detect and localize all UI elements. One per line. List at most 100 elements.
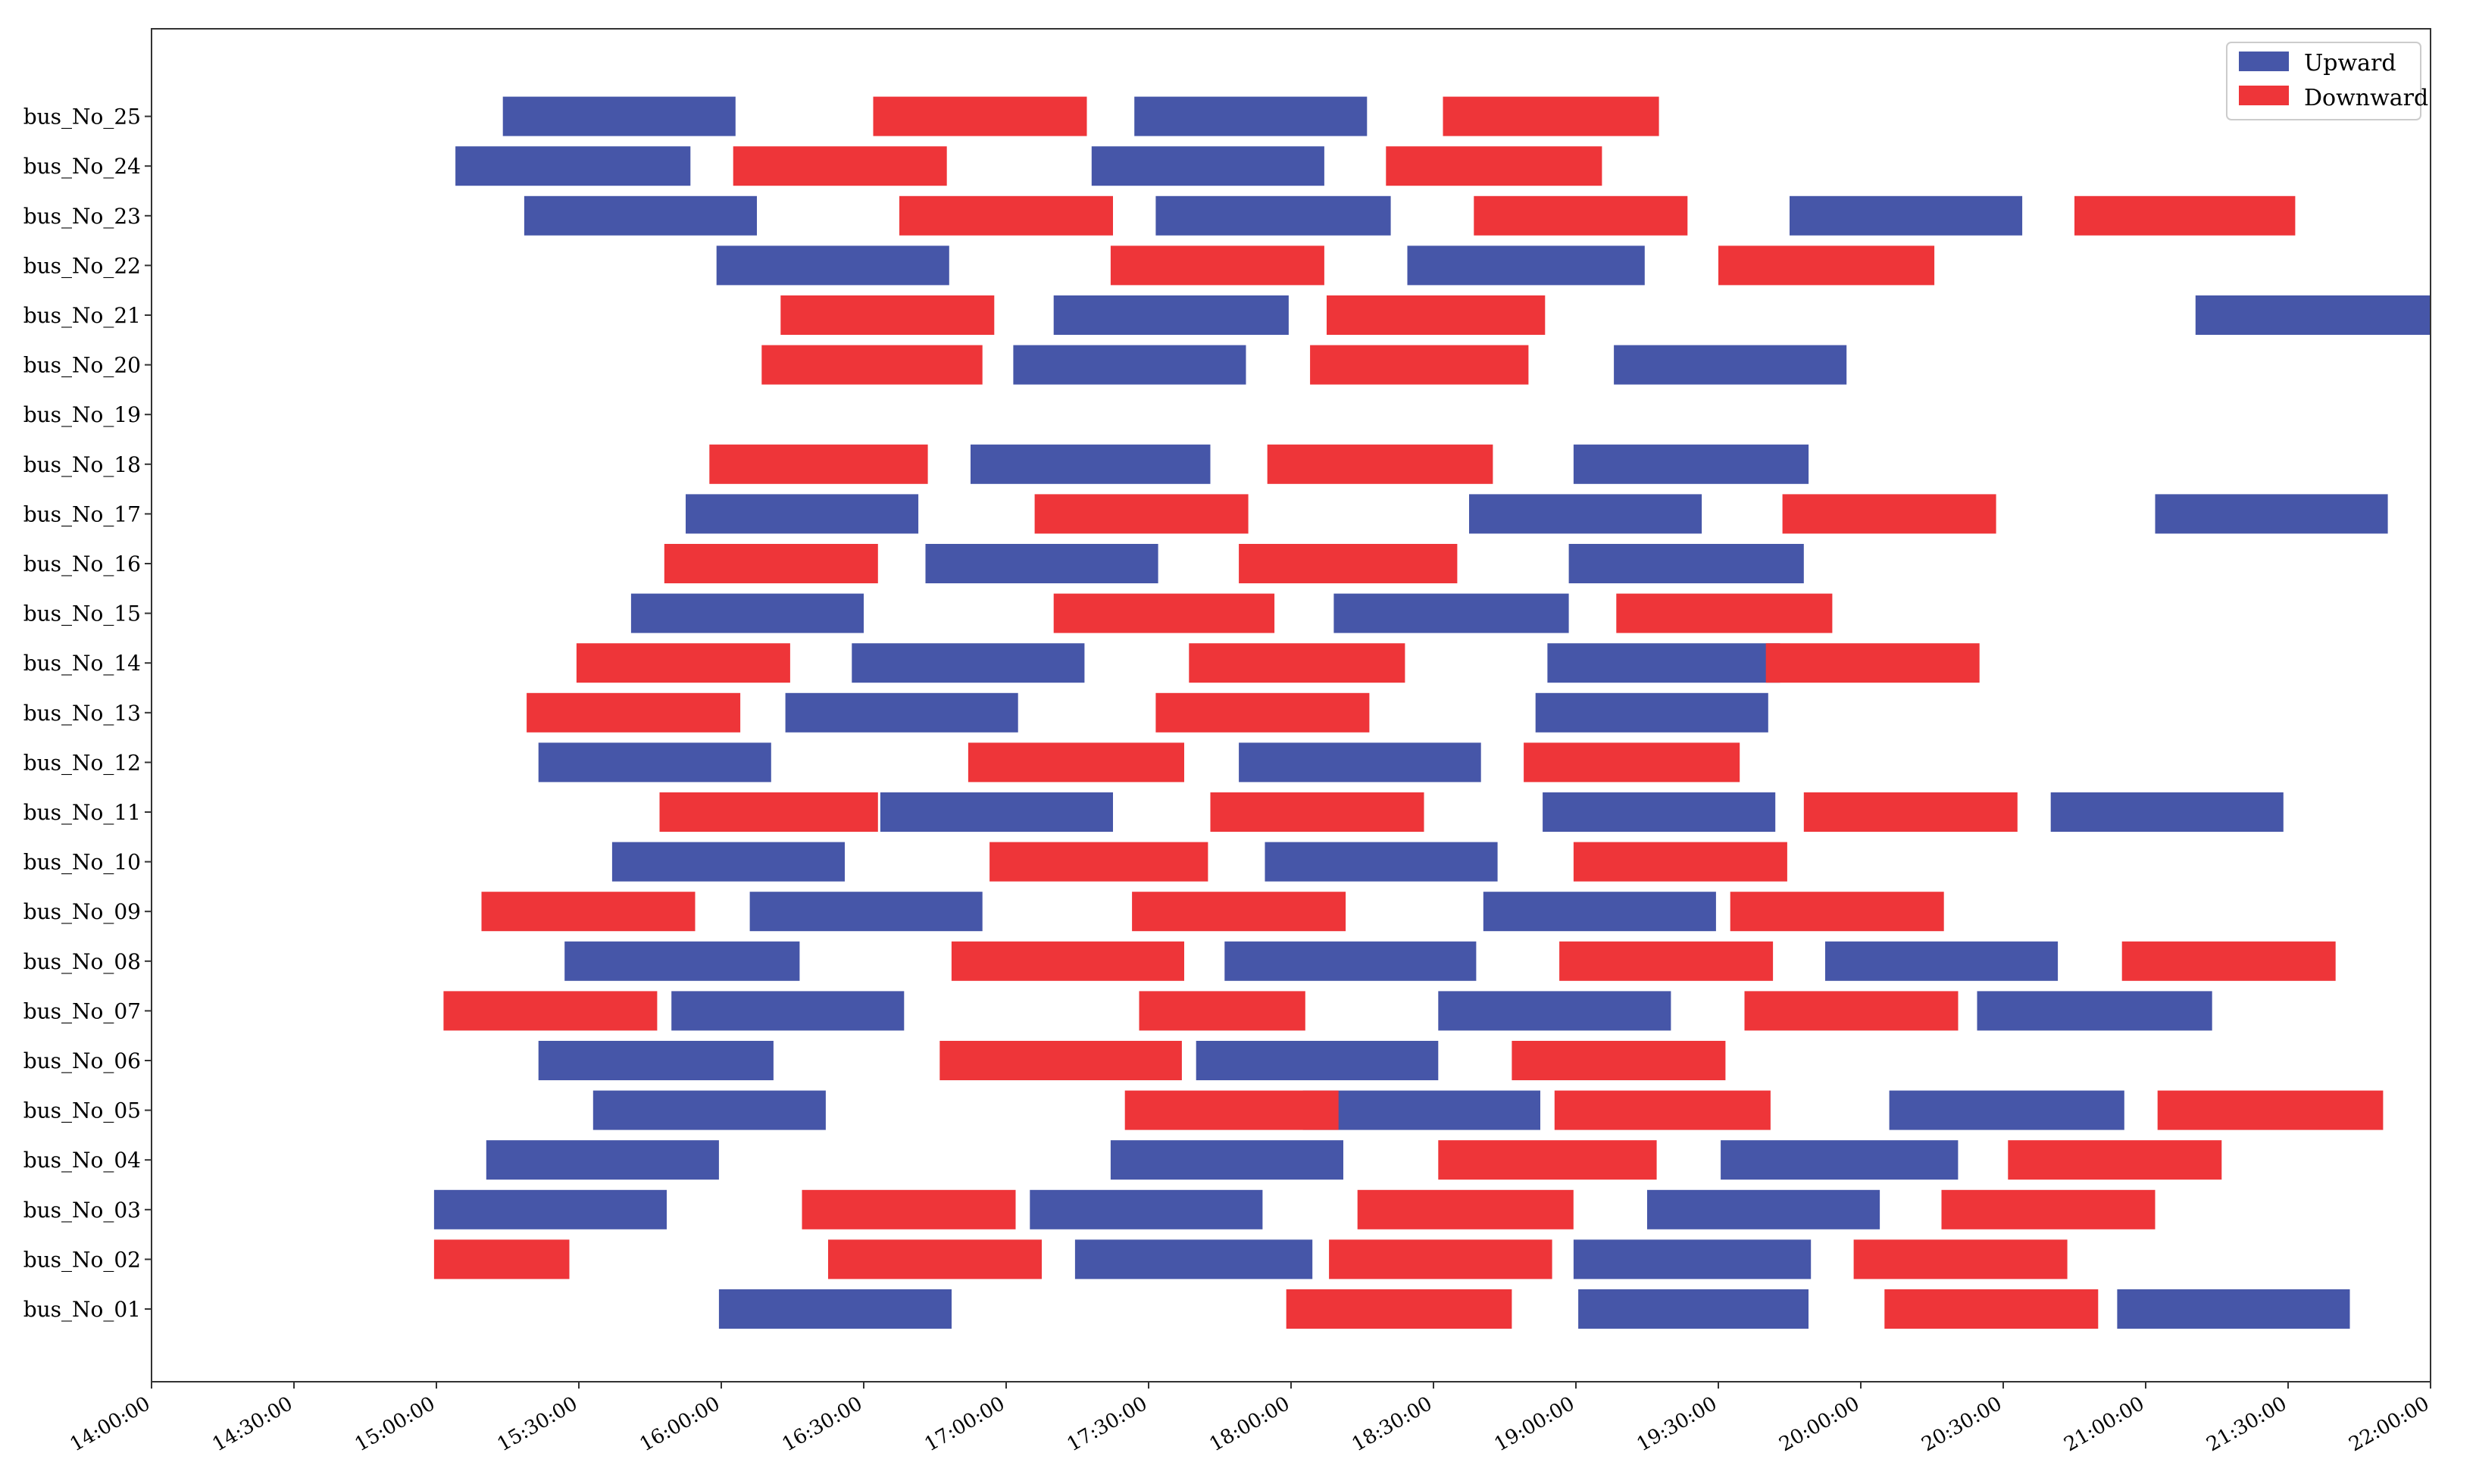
trip-bar-upward	[718, 1289, 952, 1329]
trip-bar-upward	[1224, 941, 1477, 981]
trip-bar-downward	[709, 444, 928, 484]
trip-bar-downward	[1189, 643, 1405, 683]
x-tick-label: 14:30:00	[208, 1392, 296, 1456]
x-tick-label: 15:00:00	[351, 1392, 439, 1456]
legend-swatch-upward	[2239, 52, 2289, 71]
legend-label-downward: Downward	[2304, 85, 2428, 111]
y-tick-label: bus_No_09	[23, 899, 141, 924]
trip-bar-downward	[1329, 1239, 1552, 1279]
trip-bar-downward	[433, 1239, 570, 1279]
trip-bar-downward	[1744, 991, 1959, 1031]
trip-bar-downward	[2074, 195, 2296, 236]
trip-bar-upward	[1573, 1239, 1812, 1279]
trip-bar-downward	[1512, 1041, 1726, 1080]
trip-bar-upward	[749, 892, 983, 932]
trip-bar-downward	[659, 792, 878, 832]
trip-bar-upward	[1196, 1041, 1439, 1080]
trip-bar-upward	[502, 96, 736, 136]
trip-bar-downward	[1853, 1239, 2068, 1279]
trip-bar-downward	[761, 345, 983, 385]
trip-bar-upward	[716, 245, 949, 286]
y-tick-label: bus_No_18	[23, 452, 141, 477]
x-axis: 14:00:00 14:30:00 15:00:00 15:30:00 16:00:00…	[66, 1382, 2434, 1456]
trip-bar-upward	[1614, 345, 1847, 385]
trip-bar-downward	[968, 742, 1184, 783]
trip-bar-downward	[951, 941, 1184, 981]
y-tick-label: bus_No_06	[23, 1048, 141, 1073]
y-tick-label: bus_No_16	[23, 551, 141, 576]
x-tick-label: 17:30:00	[1063, 1392, 1151, 1456]
trip-bar-downward	[1155, 692, 1370, 733]
trip-bars	[433, 96, 2431, 1329]
y-tick-label: bus_No_01	[23, 1297, 141, 1322]
y-tick-label: bus_No_13	[23, 701, 141, 726]
trip-bar-upward	[1647, 1189, 1880, 1229]
trip-bar-upward	[2195, 295, 2431, 335]
trip-bar-upward	[1889, 1090, 2124, 1130]
trip-bar-downward	[1357, 1189, 1574, 1229]
trip-bar-upward	[1134, 96, 1368, 136]
y-tick-label: bus_No_23	[23, 204, 141, 229]
trip-bar-downward	[733, 146, 947, 186]
trip-bar-upward	[538, 742, 771, 783]
trip-bar-upward	[1578, 1289, 1809, 1329]
trip-bar-upward	[538, 1041, 774, 1080]
trip-bar-upward	[1110, 1140, 1343, 1180]
legend-swatch-downward	[2239, 86, 2289, 105]
trip-bar-upward	[671, 991, 905, 1031]
trip-bar-upward	[1977, 991, 2212, 1031]
trip-bar-upward	[1483, 892, 1716, 932]
y-tick-label: bus_No_08	[23, 949, 141, 974]
trip-bar-downward	[1941, 1189, 2156, 1229]
trip-bar-upward	[1573, 444, 1809, 484]
trip-bar-upward	[611, 842, 845, 882]
trip-bar-downward	[1718, 245, 1935, 286]
trip-bar-downward	[1267, 444, 1493, 484]
y-tick-label: bus_No_21	[23, 303, 141, 328]
y-tick-label: bus_No_20	[23, 353, 141, 378]
trip-bar-downward	[1034, 494, 1249, 534]
trip-bar-downward	[443, 991, 658, 1031]
trip-bar-upward	[1239, 742, 1481, 783]
trip-bar-downward	[1554, 1090, 1771, 1130]
x-tick-label: 16:00:00	[636, 1392, 724, 1456]
trip-bar-downward	[1386, 146, 1602, 186]
trip-bar-upward	[1030, 1189, 1263, 1229]
trip-bar-downward	[1110, 245, 1324, 286]
trip-bar-downward	[1559, 941, 1774, 981]
trip-bar-downward	[780, 295, 995, 335]
y-tick-label: bus_No_10	[23, 850, 141, 875]
trip-bar-upward	[455, 146, 691, 186]
y-tick-label: bus_No_24	[23, 154, 141, 179]
y-tick-label: bus_No_17	[23, 501, 141, 526]
trip-bar-downward	[1616, 593, 1833, 633]
trip-bar-upward	[630, 593, 864, 633]
trip-bar-upward	[524, 195, 757, 236]
trip-bar-downward	[1803, 792, 2018, 832]
trip-bar-upward	[1790, 195, 2023, 236]
y-tick-label: bus_No_12	[23, 750, 141, 775]
y-tick-label: bus_No_07	[23, 998, 141, 1023]
trip-bar-downward	[576, 643, 790, 683]
trip-bar-downward	[899, 195, 1113, 236]
trip-bar-downward	[664, 544, 878, 583]
trip-bar-downward	[1210, 792, 1424, 832]
x-tick-label: 20:30:00	[1918, 1392, 2005, 1456]
trip-bar-upward	[1013, 345, 1246, 385]
x-tick-label: 21:30:00	[2202, 1392, 2290, 1456]
trip-bar-downward	[1286, 1289, 1512, 1329]
y-tick-label: bus_No_14	[23, 651, 141, 676]
trip-bar-upward	[1155, 195, 1391, 236]
trip-bar-downward	[1438, 1140, 1657, 1180]
trip-bar-downward	[802, 1189, 1016, 1229]
x-tick-label: 19:00:00	[1490, 1392, 1578, 1456]
trip-bar-upward	[592, 1090, 826, 1130]
y-tick-label: bus_No_25	[23, 105, 141, 130]
trip-bar-upward	[486, 1140, 719, 1180]
trip-bar-downward	[1053, 593, 1275, 633]
y-tick-label: bus_No_03	[23, 1198, 141, 1223]
x-tick-label: 19:30:00	[1633, 1392, 1721, 1456]
trip-bar-upward	[2050, 792, 2284, 832]
trip-bar-downward	[1573, 842, 1787, 882]
